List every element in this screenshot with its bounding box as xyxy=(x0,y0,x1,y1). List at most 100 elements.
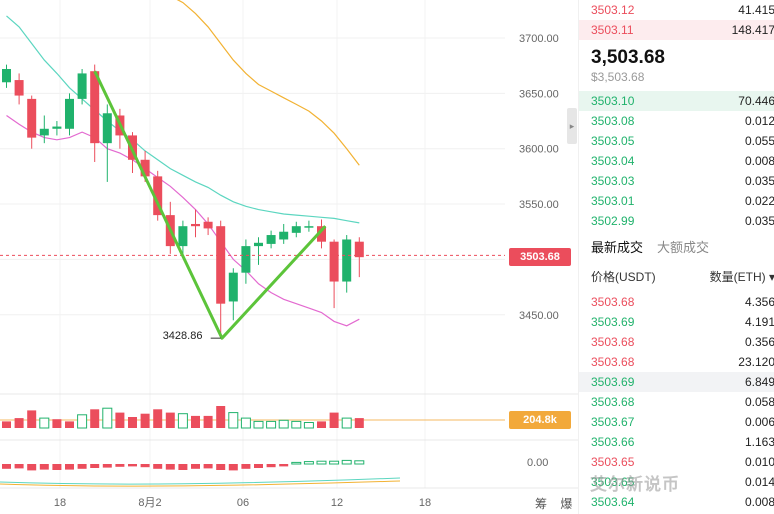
x-tick-label: 06 xyxy=(237,497,249,509)
x-tick-label: 12 xyxy=(331,497,343,509)
macd-bar xyxy=(140,464,150,468)
tab-latest-trades[interactable]: 最新成交 xyxy=(591,240,644,255)
macd-bar xyxy=(241,464,251,469)
macd-bar xyxy=(329,460,340,465)
panel-collapse-handle[interactable]: ▸ xyxy=(567,108,577,144)
trade-price: 3503.68 xyxy=(591,335,635,349)
macd-bar xyxy=(354,460,365,465)
volume-bar xyxy=(115,412,125,428)
x-tick-label: 18 xyxy=(419,497,431,509)
macd-line xyxy=(0,477,401,485)
trade-qty: 4.356 xyxy=(744,295,774,309)
candle-body xyxy=(241,246,251,273)
macd-bar xyxy=(39,464,49,470)
macd-bar xyxy=(316,460,327,465)
volume-bar xyxy=(191,415,200,428)
candle-body xyxy=(203,221,213,229)
ask-row[interactable]: 3503.12 41.415 xyxy=(591,3,774,17)
bid-row[interactable]: 3503.08 0.012 xyxy=(591,114,774,128)
trade-price: 3503.69 xyxy=(591,315,635,329)
candle-body xyxy=(52,126,62,129)
bid-row[interactable]: 3503.03 0.035 xyxy=(591,174,774,188)
volume-bar xyxy=(228,412,239,429)
trade-row: 3503.69 4.191 xyxy=(579,312,774,332)
low-price-label: 3428.86 xyxy=(163,330,203,342)
macd-bar xyxy=(90,464,100,468)
trade-qty: 0.014 xyxy=(744,475,774,489)
trade-price: 3503.68 xyxy=(591,295,635,309)
macd-bar xyxy=(65,464,74,470)
trade-qty: 0.006 xyxy=(744,415,774,429)
candle-body xyxy=(266,235,276,244)
trade-row: 3503.65 0.014 xyxy=(579,472,774,492)
macd-bar xyxy=(291,461,302,465)
candle-body xyxy=(279,231,289,240)
trend-line xyxy=(93,70,327,340)
trades-header: 价格(USDT) 数量(ETH) ▾ xyxy=(579,268,774,285)
tab-large-trades[interactable]: 大额成交 xyxy=(657,240,710,255)
trade-qty: 1.163 xyxy=(744,435,774,449)
bid-row[interactable]: 3503.05 0.055 xyxy=(591,134,774,148)
volume-bar xyxy=(341,417,352,429)
bid-row[interactable]: 3503.10 70.446 xyxy=(579,91,774,111)
trade-price: 3503.64 xyxy=(591,495,635,509)
y-tick-label: 3550.00 xyxy=(519,199,559,211)
chip-tool-button[interactable]: 筹 xyxy=(535,497,548,511)
volume-bar xyxy=(77,414,88,429)
y-tick-label: 3700.00 xyxy=(519,33,559,45)
macd-bar xyxy=(191,464,200,469)
x-tick-label: 8月2 xyxy=(138,497,161,509)
watermark-text: 艾尔新说币 xyxy=(590,475,680,494)
volume-bar xyxy=(177,413,188,429)
candle-body xyxy=(254,242,263,247)
trade-price: 3503.68 xyxy=(591,395,635,409)
volume-bar xyxy=(27,410,37,428)
bid-row[interactable]: 3503.04 0.008 xyxy=(591,154,774,168)
volume-bar xyxy=(354,418,364,428)
trade-qty: 0.058 xyxy=(744,395,774,409)
x-tick-label: 18 xyxy=(54,497,66,509)
macd-bar xyxy=(77,464,87,469)
candle-body xyxy=(27,98,37,138)
macd-bar xyxy=(266,464,276,468)
macd-bar xyxy=(341,459,352,465)
trade-qty: 4.191 xyxy=(744,315,774,329)
bid-row[interactable]: 3502.99 0.035 xyxy=(591,214,774,228)
trade-qty: 0.010 xyxy=(744,455,774,469)
macd-bar xyxy=(153,464,163,469)
bid-row[interactable]: 3503.01 0.022 xyxy=(591,194,774,208)
ask-row[interactable]: 3503.11 148.417 xyxy=(579,20,774,40)
ma-line-teal xyxy=(6,15,360,224)
trade-price: 3503.68 xyxy=(591,355,635,369)
macd-bar xyxy=(228,464,238,471)
trade-qty: 6.849 xyxy=(744,375,774,389)
volume-bar xyxy=(216,406,226,428)
volume-bar xyxy=(240,417,251,429)
volume-bar xyxy=(140,413,150,428)
candle-body xyxy=(90,71,100,144)
volume-bar xyxy=(128,417,137,428)
macd-bar xyxy=(279,464,289,467)
volume-bar xyxy=(90,409,100,428)
candle-body xyxy=(140,159,150,177)
macd-bar xyxy=(14,464,24,469)
trade-row: 3503.69 6.849 xyxy=(579,372,774,392)
candle-body xyxy=(191,223,200,227)
current-price-tag: 3503.68 xyxy=(509,248,571,266)
kline-chart[interactable]: 3700.003650.003600.003550.003500.003450.… xyxy=(0,0,578,514)
liquidation-tool-button[interactable]: 爆 xyxy=(560,497,573,511)
candle-body xyxy=(304,226,314,228)
col-price: 价格(USDT) xyxy=(591,270,656,284)
volume-bar xyxy=(102,407,113,429)
ma-line-pink xyxy=(6,115,360,327)
trade-row: 3503.68 0.356 xyxy=(579,332,774,352)
y-tick-label: 3650.00 xyxy=(519,88,559,100)
bottom-tools: 筹 爆 xyxy=(535,495,582,512)
col-qty-dropdown[interactable]: 数量(ETH) ▾ xyxy=(710,268,774,285)
trade-row: 3503.66 1.163 xyxy=(579,432,774,452)
y-tick-label: 3450.00 xyxy=(519,310,559,322)
volume-bar xyxy=(266,420,277,429)
trade-qty: 0.356 xyxy=(744,335,774,349)
y-tick-label: 3600.00 xyxy=(519,144,559,156)
macd-bar xyxy=(52,464,62,470)
